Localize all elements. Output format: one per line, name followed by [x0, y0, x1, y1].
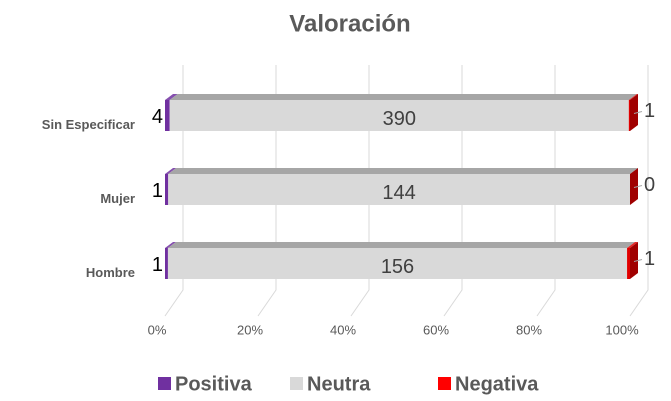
bar [165, 248, 168, 279]
data-label: 156 [381, 256, 414, 278]
data-label: 1 [152, 180, 163, 202]
bar [628, 100, 630, 131]
bar-top [628, 94, 638, 100]
bar-top [168, 168, 638, 174]
leader-line [633, 259, 643, 262]
x-tick-label: 100% [605, 322, 639, 337]
data-label: 1 [152, 254, 163, 276]
y-tick-label: Hombre [86, 265, 135, 280]
bar-side [630, 94, 638, 131]
data-label: 1 [644, 248, 655, 270]
grid-line [443, 65, 463, 317]
bar [165, 100, 170, 131]
grid-line [164, 65, 184, 317]
bar-top [165, 94, 178, 100]
bar-top [167, 242, 636, 248]
bar-side [630, 242, 638, 279]
bar [165, 174, 169, 205]
legend-label: Neutra [307, 373, 371, 395]
legend-swatch [438, 377, 451, 390]
x-tick-label: 40% [330, 322, 356, 337]
grid-line [536, 65, 556, 317]
y-tick-label: Sin Especificar [42, 117, 135, 132]
data-label: 0 [644, 174, 655, 196]
legend-label: Negativa [455, 373, 539, 395]
x-tick-label: 60% [423, 322, 449, 337]
grid-line [257, 65, 277, 317]
legend-swatch [290, 377, 303, 390]
bar [169, 100, 629, 131]
data-label: 4 [152, 106, 163, 128]
leader-line [633, 111, 643, 114]
leader-line [633, 185, 643, 188]
data-label: 144 [382, 182, 415, 204]
x-tick-label: 20% [237, 322, 263, 337]
grid-line [629, 65, 649, 317]
data-label: 390 [383, 108, 416, 130]
bar-top [169, 94, 637, 100]
legend-label: Positiva [175, 373, 253, 395]
bar-top [165, 168, 177, 174]
x-tick-label: 80% [516, 322, 542, 337]
bar [168, 174, 630, 205]
bar [167, 248, 628, 279]
legend-swatch [158, 377, 171, 390]
bar-side [630, 168, 638, 205]
y-tick-label: Mujer [100, 191, 135, 206]
bar-top [627, 242, 638, 248]
grid-line [350, 65, 370, 317]
x-tick-label: 0% [148, 322, 167, 337]
data-label: 1 [644, 100, 655, 122]
bar-top [165, 242, 176, 248]
chart-title: Valoración [289, 10, 410, 37]
bar [627, 248, 630, 279]
